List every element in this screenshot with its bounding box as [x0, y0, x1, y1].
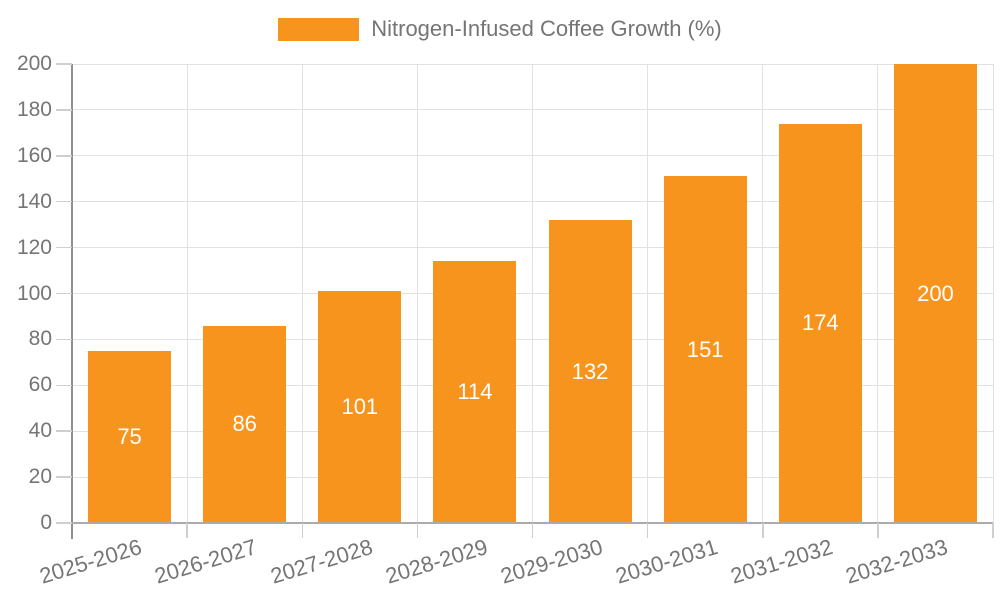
x-tick-label: 2032-2033	[842, 534, 951, 589]
gridline-vertical	[532, 64, 533, 523]
gridline-vertical	[301, 64, 303, 523]
bar-value-label: 200	[917, 280, 954, 306]
bar-value-label: 101	[341, 394, 379, 420]
x-tick-mark	[646, 523, 649, 538]
y-tick-label: 200	[16, 52, 52, 75]
y-tick-label: 100	[16, 281, 52, 305]
bar: 200	[893, 64, 977, 523]
x-tick-mark	[877, 523, 879, 538]
gridline-vertical	[186, 64, 188, 523]
bar: 174	[778, 123, 862, 523]
bar: 86	[203, 325, 287, 523]
bar-value-label: 132	[571, 358, 609, 384]
gridline-vertical	[877, 64, 879, 523]
gridline-vertical	[647, 64, 649, 523]
y-axis-line	[71, 64, 73, 539]
y-tick-label: 40	[28, 419, 52, 443]
x-tick-mark	[531, 523, 534, 538]
y-tick-mark	[56, 155, 72, 157]
bar-value-label: 151	[686, 336, 724, 362]
y-tick-mark	[56, 522, 72, 524]
bar: 132	[548, 220, 632, 523]
gridline-vertical	[416, 64, 418, 523]
x-tick-mark	[301, 523, 303, 538]
y-tick-label: 160	[16, 143, 52, 167]
bar-value-label: 114	[457, 379, 493, 405]
y-tick-mark	[56, 63, 72, 65]
bar: 101	[318, 291, 402, 523]
y-tick-mark	[56, 476, 72, 478]
gridline-vertical	[762, 64, 764, 523]
y-tick-label: 80	[28, 327, 52, 351]
legend-item[interactable]: Nitrogen-Infused Coffee Growth (%)	[0, 16, 1000, 42]
y-tick-mark	[56, 200, 72, 203]
gridline-vertical	[992, 64, 994, 523]
y-tick-label: 120	[16, 235, 52, 259]
y-tick-mark	[56, 109, 72, 111]
x-tick-label: 2026-2027	[152, 534, 260, 589]
x-tick-mark	[416, 523, 419, 538]
x-tick-mark	[762, 523, 764, 538]
plot-area: 75 86 101 114 132 151 174 200	[72, 63, 994, 523]
x-tick-label: 2030-2031	[612, 534, 721, 589]
x-tick-label: 2031-2032	[727, 534, 836, 589]
legend-label: Nitrogen-Infused Coffee Growth (%)	[371, 16, 722, 41]
y-tick-label: 60	[28, 373, 52, 397]
x-tick-mark	[992, 523, 994, 538]
y-tick-label: 0	[40, 511, 52, 534]
y-tick-mark	[56, 338, 72, 341]
x-tick-label: 2027-2028	[267, 534, 376, 589]
y-tick-mark	[56, 430, 72, 432]
y-tick-mark	[56, 384, 72, 387]
y-tick-mark	[56, 292, 72, 295]
bar: 151	[663, 176, 747, 523]
legend-swatch-icon	[278, 17, 360, 41]
bar-value-label: 174	[801, 310, 839, 336]
bar: 114	[433, 261, 517, 523]
y-tick-label: 20	[28, 465, 52, 489]
y-tick-label: 140	[16, 189, 52, 213]
y-tick-mark	[56, 246, 72, 249]
bar-value-label: 86	[232, 411, 257, 437]
x-tick-label: 2025-2026	[36, 534, 145, 589]
bar: 75	[88, 350, 172, 523]
bar-value-label: 75	[117, 423, 142, 449]
x-tick-label: 2029-2030	[497, 534, 606, 589]
x-tick-label: 2028-2029	[382, 534, 491, 589]
y-tick-label: 180	[16, 97, 52, 121]
x-tick-mark	[186, 523, 188, 538]
